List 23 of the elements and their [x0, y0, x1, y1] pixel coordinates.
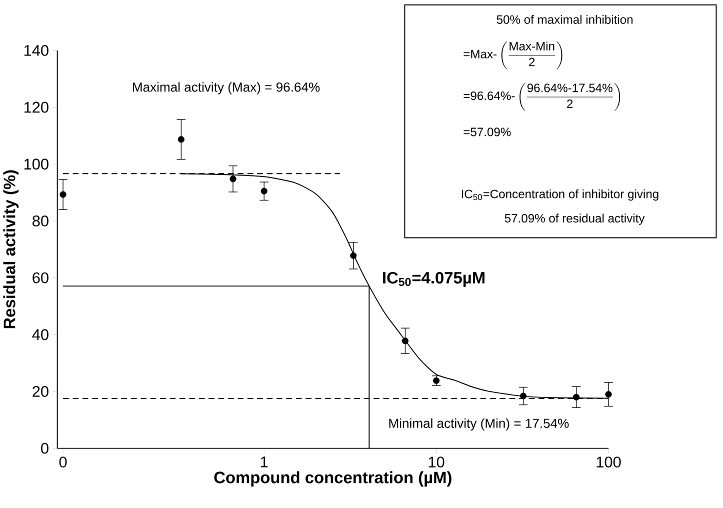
y-tick-label: 140: [24, 45, 48, 56]
annotation: =57.09%: [464, 128, 511, 136]
x-tick-label: 1: [260, 456, 268, 468]
y-tick-label: 40: [32, 329, 48, 340]
y-tick-label: 80: [32, 216, 48, 227]
text: 50% of maximal inhibition: [496, 15, 633, 24]
annotation: 57.09% of residual activity: [504, 214, 645, 226]
y-tick-label: 20: [32, 386, 48, 398]
x-tick-label: 0: [59, 456, 67, 468]
y-axis-title: Residual activity (%): [3, 170, 19, 328]
x-tick-label: 100: [596, 456, 621, 468]
y-tick-label: 100: [24, 158, 48, 170]
annotation: IC$_{50}$=4.075µM: [383, 272, 484, 288]
annotation: $\text{=Max-}\left(\dfrac{\text{Max-Min}}{\text{2}}\right)$: [464, 42, 562, 70]
x-axis-title: Compound concentration (µM): [214, 472, 452, 487]
y-tick-label: 0: [41, 443, 48, 454]
x-tick-label: 10: [428, 456, 444, 468]
y-tick-label: 60: [32, 272, 48, 284]
annotation: Maximal activity (Max) = 96.64%: [132, 82, 320, 95]
annotation: IC$_{50}$=Concentration of inhibitor giving: [462, 190, 658, 201]
annotation: $\text{=96.64\%-}\left(\dfrac{\text{96.64\%-17.54\%}}{\text{2}}\right)$: [464, 83, 620, 112]
y-tick-label: 120: [24, 102, 48, 114]
annotation: Minimal activity (Min) = 17.54%: [389, 418, 569, 431]
